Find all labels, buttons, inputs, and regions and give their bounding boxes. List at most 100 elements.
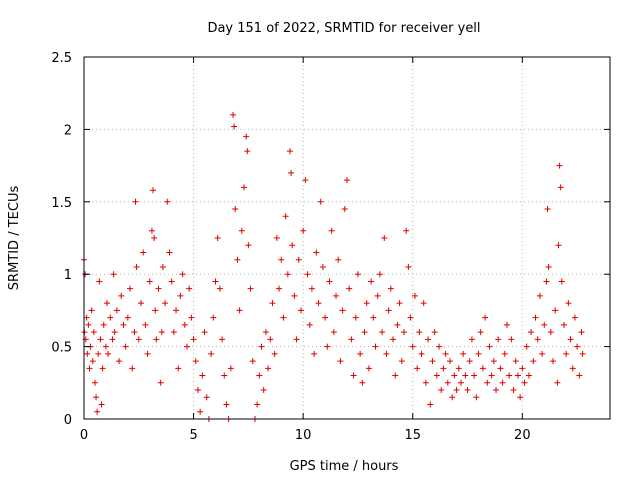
data-point — [308, 285, 315, 292]
data-point — [313, 249, 320, 256]
data-point — [411, 292, 418, 299]
data-point — [192, 358, 199, 365]
data-point — [151, 235, 158, 241]
data-point — [181, 321, 188, 328]
data-point — [344, 177, 350, 184]
data-point — [109, 336, 116, 343]
data-point — [438, 387, 445, 394]
data-point — [295, 256, 302, 263]
data-point — [288, 169, 295, 176]
data-point — [291, 292, 298, 299]
data-point — [576, 372, 583, 379]
y-tick-labels: 0 0.5 1 1.5 2 2.5 — [51, 51, 72, 428]
data-point — [416, 329, 423, 336]
data-point — [300, 227, 307, 234]
data-point — [363, 300, 370, 307]
data-point — [256, 372, 263, 379]
data-point — [396, 300, 403, 307]
y-tick-label: 0.5 — [51, 341, 72, 356]
data-point — [486, 343, 493, 350]
data-point — [464, 387, 471, 394]
data-point — [273, 235, 280, 241]
axis-ticks — [83, 56, 610, 420]
data-point — [144, 350, 151, 357]
data-point — [223, 401, 230, 408]
data-point — [436, 343, 443, 350]
data-point — [557, 184, 564, 191]
data-point — [455, 365, 462, 372]
data-point — [158, 329, 165, 336]
data-point — [530, 358, 537, 365]
data-point — [89, 358, 96, 365]
data-point — [280, 314, 287, 321]
data-point — [162, 300, 169, 307]
data-point — [297, 307, 304, 314]
data-point — [497, 365, 504, 372]
data-point — [311, 350, 318, 357]
data-point — [398, 358, 405, 365]
data-point — [387, 285, 394, 292]
data-point — [304, 271, 311, 278]
data-point — [107, 314, 114, 321]
data-point — [227, 365, 234, 372]
data-point — [427, 401, 434, 408]
data-point — [357, 350, 364, 357]
data-point — [260, 387, 267, 394]
data-point — [574, 343, 581, 350]
data-point — [322, 314, 329, 321]
data-point — [333, 292, 340, 299]
data-point — [214, 235, 221, 241]
data-point — [499, 379, 506, 386]
data-point — [442, 350, 449, 357]
data-point — [208, 350, 215, 357]
data-point — [186, 285, 193, 292]
data-point — [243, 133, 250, 140]
data-point — [514, 372, 521, 379]
data-point — [105, 350, 112, 357]
data-point — [84, 350, 91, 357]
data-point — [96, 278, 103, 285]
data-point — [287, 148, 294, 155]
data-point — [431, 329, 438, 336]
data-point — [99, 365, 106, 372]
data-point — [102, 343, 109, 350]
data-point — [407, 314, 414, 321]
data-point — [124, 314, 131, 321]
data-points — [81, 111, 586, 422]
data-point — [271, 350, 278, 357]
data-point — [244, 148, 251, 155]
data-point — [278, 256, 285, 263]
data-point — [133, 263, 140, 270]
data-point — [532, 314, 539, 321]
y-tick-label: 1 — [64, 268, 72, 283]
data-point — [550, 358, 557, 365]
data-point — [341, 206, 348, 213]
data-point — [519, 365, 526, 372]
data-point — [88, 307, 95, 314]
data-point — [379, 329, 386, 336]
data-point — [175, 365, 182, 372]
data-point — [94, 408, 101, 415]
data-point — [267, 336, 274, 343]
data-point — [132, 198, 139, 205]
data-point — [173, 307, 180, 314]
plot-frame — [83, 56, 611, 420]
data-point — [231, 123, 238, 130]
data-point — [135, 336, 142, 343]
data-point — [95, 350, 102, 357]
data-point — [512, 358, 519, 365]
data-point — [569, 365, 576, 372]
data-point — [335, 256, 342, 263]
data-point — [254, 401, 261, 408]
data-point — [567, 336, 574, 343]
x-tick-label: 0 — [80, 428, 88, 443]
data-point — [361, 329, 368, 336]
data-point — [508, 336, 515, 343]
data-point — [372, 343, 379, 350]
data-point — [403, 227, 410, 234]
data-point — [490, 358, 497, 365]
data-point — [554, 379, 561, 386]
data-point — [563, 350, 570, 357]
data-point — [190, 336, 197, 343]
data-point — [539, 350, 546, 357]
